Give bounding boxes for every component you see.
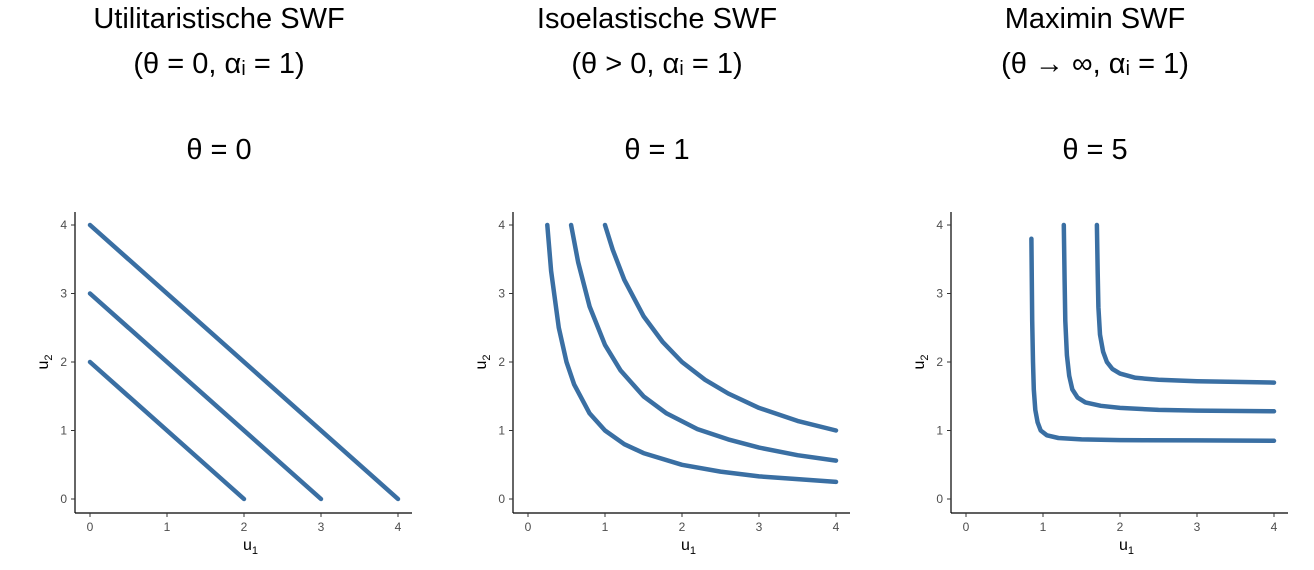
- y-axis-title-sub: 2: [919, 354, 931, 360]
- indifference-curve-1: [1029, 236, 1277, 444]
- y-tick-label: 3: [936, 287, 943, 301]
- y-tick-label: 2: [936, 355, 943, 369]
- x-tick-label: 2: [241, 520, 248, 534]
- chart-subtitle: θ = 5: [1062, 134, 1128, 166]
- y-axis-title-sub: 2: [43, 354, 55, 360]
- chart-title: Maximin SWF: [1004, 3, 1186, 35]
- x-axis-title: u1: [1119, 537, 1134, 557]
- indifference-curve-3: [87, 222, 401, 502]
- x-tick-label: 3: [756, 520, 763, 534]
- chart-subtitle: θ = 0: [186, 134, 252, 166]
- indifference-curve-3: [602, 222, 839, 433]
- indifference-curve-2: [87, 291, 324, 502]
- chart-title-params: (θ → ∞, αᵢ = 1): [1001, 48, 1189, 80]
- y-tick-label: 0: [498, 492, 505, 506]
- y-tick-label: 2: [60, 355, 67, 369]
- x-tick-label: 0: [87, 520, 94, 534]
- y-axis-title: u2: [473, 354, 493, 369]
- panel-utilitarian: Utilitaristische SWF (θ = 0, αᵢ = 1) θ =…: [0, 0, 438, 570]
- y-tick-label: 3: [498, 287, 505, 301]
- indifference-curve-2: [1061, 222, 1277, 414]
- y-tick-label: 1: [60, 424, 67, 438]
- panel-isoelastic: Isoelastische SWF (θ > 0, αᵢ = 1) θ = 1 …: [438, 0, 876, 570]
- x-axis-title: u1: [681, 537, 696, 557]
- y-tick-label: 0: [936, 492, 943, 506]
- x-tick-label: 4: [395, 520, 402, 534]
- x-tick-label: 2: [679, 520, 686, 534]
- y-tick-label: 1: [936, 424, 943, 438]
- y-tick-label: 1: [498, 424, 505, 438]
- x-axis-title-sub: 1: [1128, 545, 1134, 557]
- x-tick-label: 0: [525, 520, 532, 534]
- y-tick-label: 3: [60, 287, 67, 301]
- chart-title-params: (θ = 0, αᵢ = 1): [133, 48, 305, 80]
- x-axis-title-sub: 1: [690, 545, 696, 557]
- indifference-curve-2: [568, 222, 839, 463]
- y-tick-label: 4: [498, 218, 505, 232]
- x-axis-title-sub: 1: [252, 545, 258, 557]
- y-tick-label: 0: [60, 492, 67, 506]
- y-axis-title: u2: [35, 354, 55, 369]
- x-axis-title: u1: [243, 537, 258, 557]
- indifference-curve-3: [1094, 222, 1277, 385]
- x-tick-label: 2: [1117, 520, 1124, 534]
- y-tick-label: 4: [936, 218, 943, 232]
- x-tick-label: 0: [963, 520, 970, 534]
- x-tick-label: 3: [1194, 520, 1201, 534]
- chart-title: Isoelastische SWF: [536, 3, 778, 35]
- chart-title-params: (θ > 0, αᵢ = 1): [571, 48, 743, 80]
- x-tick-label: 3: [318, 520, 325, 534]
- x-tick-label: 1: [602, 520, 609, 534]
- x-tick-label: 4: [833, 520, 840, 534]
- x-tick-label: 4: [1271, 520, 1278, 534]
- y-axis-title-sub: 2: [481, 354, 493, 360]
- chart-title: Utilitaristische SWF: [93, 3, 345, 35]
- chart-subtitle: θ = 1: [624, 134, 690, 166]
- x-tick-label: 1: [1040, 520, 1047, 534]
- y-tick-label: 2: [498, 355, 505, 369]
- indifference-curve-1: [545, 222, 839, 485]
- y-axis-title: u2: [911, 354, 931, 369]
- indifference-curve-1: [87, 359, 247, 502]
- y-tick-label: 4: [60, 218, 67, 232]
- x-tick-label: 1: [164, 520, 171, 534]
